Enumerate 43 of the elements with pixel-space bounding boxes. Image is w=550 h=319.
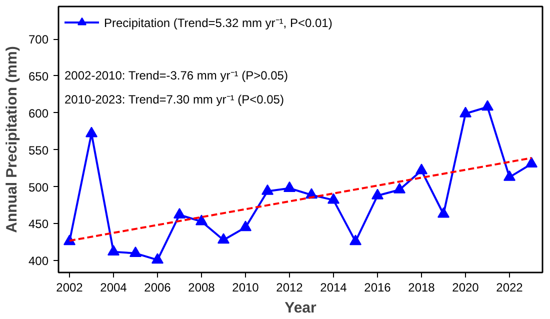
x-tick-label: 2006 xyxy=(144,280,172,294)
point xyxy=(504,170,516,181)
y-tick-label: 550 xyxy=(28,143,49,158)
point xyxy=(438,207,450,218)
x-tick-label: 2018 xyxy=(408,280,436,294)
x-tick-label: 2008 xyxy=(188,280,216,294)
y-tick-label: 600 xyxy=(28,106,49,120)
x-tick-label: 2010 xyxy=(232,280,260,294)
point xyxy=(174,208,186,219)
x-tick-label: 2020 xyxy=(452,280,480,294)
point xyxy=(262,184,274,195)
point xyxy=(526,157,538,168)
annotation: 2002-2010: Trend=-3.76 mm yr⁻¹ (P>0.05) xyxy=(64,68,288,82)
point xyxy=(416,164,428,174)
y-tick-label: 650 xyxy=(28,69,49,84)
point xyxy=(328,193,340,204)
point xyxy=(460,106,472,118)
x-axis-title: Year xyxy=(284,300,317,316)
point xyxy=(372,188,384,200)
x-tick-label: 2016 xyxy=(364,280,392,294)
y-tick-label: 700 xyxy=(28,32,49,47)
point xyxy=(196,214,208,226)
point xyxy=(130,246,142,257)
point xyxy=(108,244,120,256)
point xyxy=(86,126,98,138)
x-tick-label: 2004 xyxy=(100,280,128,294)
point xyxy=(350,234,362,246)
x-tick-label: 2012 xyxy=(276,280,304,294)
point xyxy=(240,220,252,232)
point xyxy=(152,253,164,264)
annotation: 2010-2023: Trend=7.30 mm yr⁻¹ (P<0.05) xyxy=(64,92,284,106)
y-tick-label: 450 xyxy=(28,217,49,232)
y-tick-label: 400 xyxy=(28,254,49,268)
y-tick-label: 500 xyxy=(28,180,49,194)
x-tick-label: 2002 xyxy=(56,280,84,294)
point xyxy=(394,182,406,194)
y-axis-title: Annual Precipitation (mm) xyxy=(3,46,20,233)
legend-label: Precipitation (Trend=5.32 mm yr⁻¹, P<0.01) xyxy=(104,14,332,30)
point xyxy=(284,181,296,192)
point xyxy=(218,233,230,244)
point xyxy=(482,100,494,111)
x-tick-label: 2014 xyxy=(320,280,348,294)
x-tick-label: 2022 xyxy=(496,280,524,294)
